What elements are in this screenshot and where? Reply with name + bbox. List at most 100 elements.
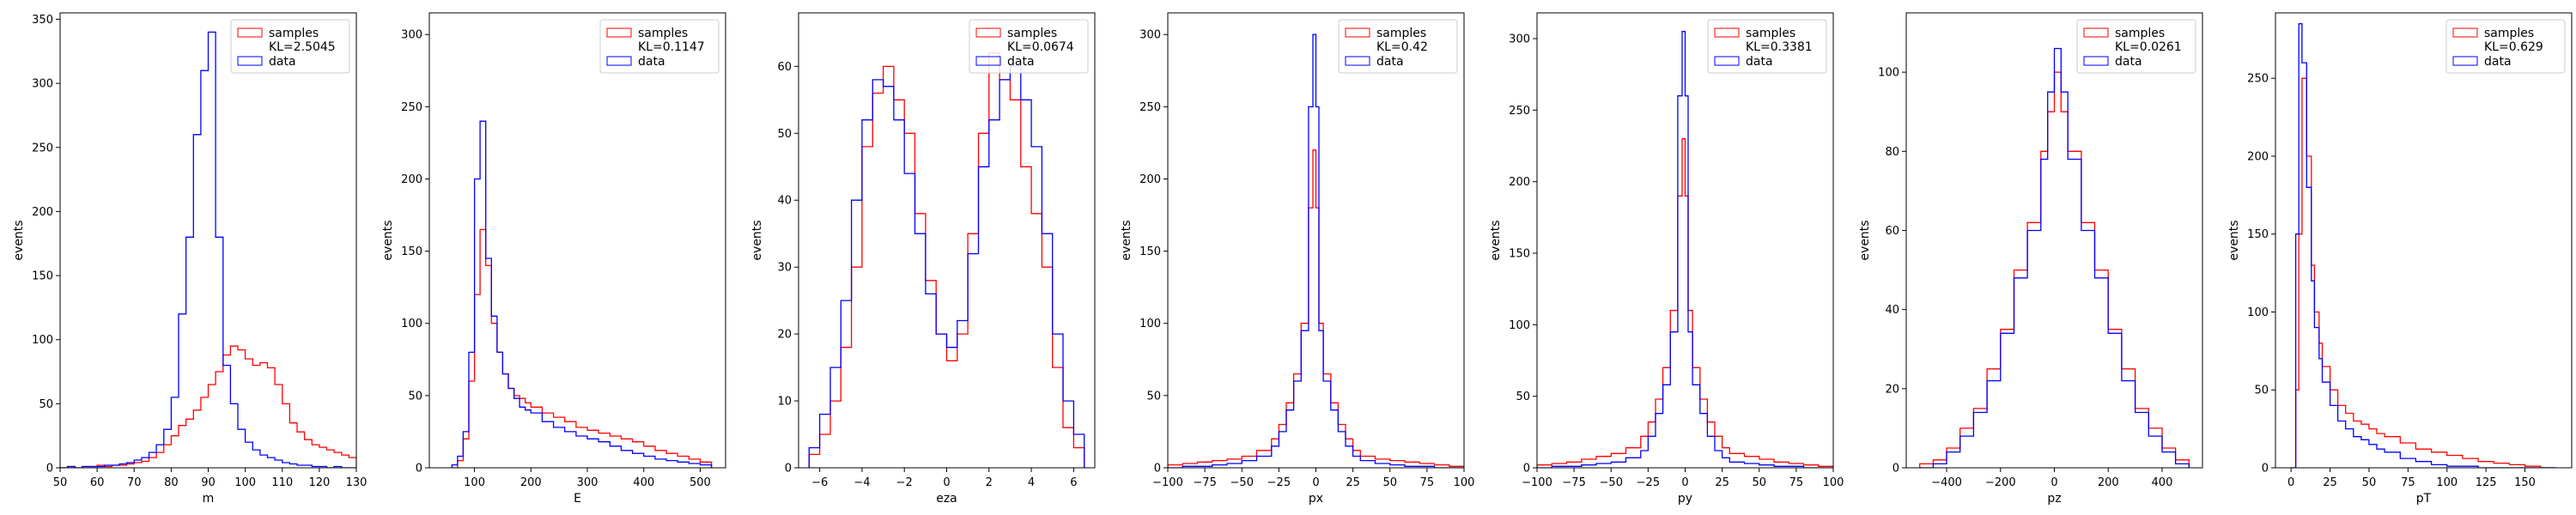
x-tick-label: −75 [1562,476,1585,489]
legend-swatch-data [606,56,632,66]
y-tick-label: 10 [777,396,792,409]
axes-frame [59,12,357,469]
y-axis-label: events [381,220,395,260]
y-tick-label: 20 [777,329,792,342]
x-tick-label: 75 [2401,476,2415,489]
y-tick-label: 250 [2247,73,2269,86]
y-axis-label: events [1489,220,1503,260]
x-tick-label: −6 [811,476,828,489]
y-tick-label: 100 [401,318,422,330]
y-tick-label: 200 [401,173,422,186]
legend-swatch-data [2452,56,2478,66]
x-axis-label: pT [2416,492,2432,506]
y-tick-label: 100 [32,334,53,347]
legend-swatch-samples [606,27,632,38]
x-tick-label: 100 [2436,476,2458,489]
y-tick-label: 300 [1139,29,1161,42]
y-tick-label: 250 [32,142,53,154]
y-tick-label: 0 [1154,463,1161,476]
y-tick-label: 250 [1509,105,1530,118]
x-tick-label: 50 [53,476,68,489]
series-data [2291,23,2556,468]
x-tick-label: 0 [2050,476,2057,489]
x-tick-label: 50 [1382,476,1397,489]
legend-swatch-samples [2083,27,2109,38]
legend-swatch-data [975,56,1001,66]
legend-label-samples: samples [269,27,319,40]
legend-swatch-data [2083,56,2109,66]
y-tick-label: 150 [401,245,422,258]
legend-swatch-samples [975,27,1001,38]
y-tick-label: 100 [1139,318,1161,330]
x-tick-label: 130 [346,476,368,489]
series-samples [452,228,713,468]
y-tick-label: 50 [408,390,422,403]
x-tick-label: 200 [520,476,542,489]
y-tick-label: 0 [1893,463,1899,476]
axes-frame [798,12,1096,469]
legend-box [969,19,1089,74]
x-tick-label: −100 [1522,476,1552,489]
x-tick-label: −50 [1600,476,1623,489]
series-data [1919,47,2190,468]
x-tick-label: −100 [1152,476,1183,489]
legend-swatch-samples [1345,27,1370,38]
x-tick-label: 50 [2362,476,2377,489]
legend-label-data: data [2484,55,2512,69]
y-tick-label: 100 [2247,306,2269,319]
x-tick-label: 100 [1454,476,1475,489]
x-tick-label: 75 [1789,476,1804,489]
x-tick-label: −2 [896,476,913,489]
chart-7: 0 25 50 75 100 125 150 0 50 100 150 200 250 pT events s… [2227,12,2573,506]
y-tick-label: 200 [32,206,53,219]
legend-label-kl: KL=0.42 [1376,40,1428,54]
x-axis-label: py [1678,492,1692,506]
y-tick-label: 50 [777,128,792,141]
y-tick-label: 50 [1146,390,1161,403]
chart-2: 100 200 300 400 500 0 50 100 150 200 250 300 Eevents… [381,12,726,506]
legend-label-data: data [2115,55,2142,69]
x-tick-label: 50 [1752,476,1766,489]
y-tick-label: 0 [785,463,792,476]
y-tick-label: 0 [416,463,422,476]
x-tick-label: 100 [464,476,485,489]
legend-box [2076,19,2196,74]
chart-6: −400 −200 0 200 400 0 20 40 60 80 100 pz events sampl… [1858,12,2203,506]
legend-label-data: data [1746,55,1773,69]
x-axis-label: E [574,492,581,506]
x-tick-label: −25 [1637,476,1660,489]
y-tick-label: 300 [32,78,53,91]
y-tick-label: 50 [39,398,53,411]
axes-frame [2275,12,2573,469]
legend-label-data: data [1376,55,1404,69]
x-tick-label: 150 [2514,476,2536,489]
y-tick-label: 0 [46,463,53,476]
legend-box [230,19,350,74]
x-tick-label: −4 [854,476,870,489]
y-axis-label: events [750,220,764,260]
legend-swatch-data [1714,56,1740,66]
series-samples [60,345,356,468]
x-tick-label: −200 [1985,476,2016,489]
legend-swatch-samples [1714,27,1740,38]
legend-label-data: data [638,55,665,69]
legend-label-kl: KL=0.0674 [1007,40,1074,54]
x-tick-label: −25 [1267,476,1291,489]
y-tick-label: 300 [1509,33,1530,46]
y-tick-label: 60 [1885,225,1899,238]
series-samples [1168,149,1464,468]
y-tick-label: 200 [2247,150,2269,163]
y-tick-label: 300 [401,29,422,42]
legend-label-samples: samples [1376,27,1426,40]
x-tick-label: 100 [1823,476,1844,489]
y-tick-label: 150 [2247,228,2269,241]
series-samples [1537,138,1833,468]
legend-label-data: data [1007,55,1035,69]
y-tick-label: 200 [1139,173,1161,186]
y-axis-label: events [2227,220,2241,260]
chart-5: −100 −75 −50 −25 0 25 50 75 100 0 50 100 150 200 250 30… [1489,12,1844,506]
y-axis-label: events [1120,220,1133,260]
x-tick-label: 75 [1420,476,1435,489]
x-tick-label: −75 [1193,476,1216,489]
